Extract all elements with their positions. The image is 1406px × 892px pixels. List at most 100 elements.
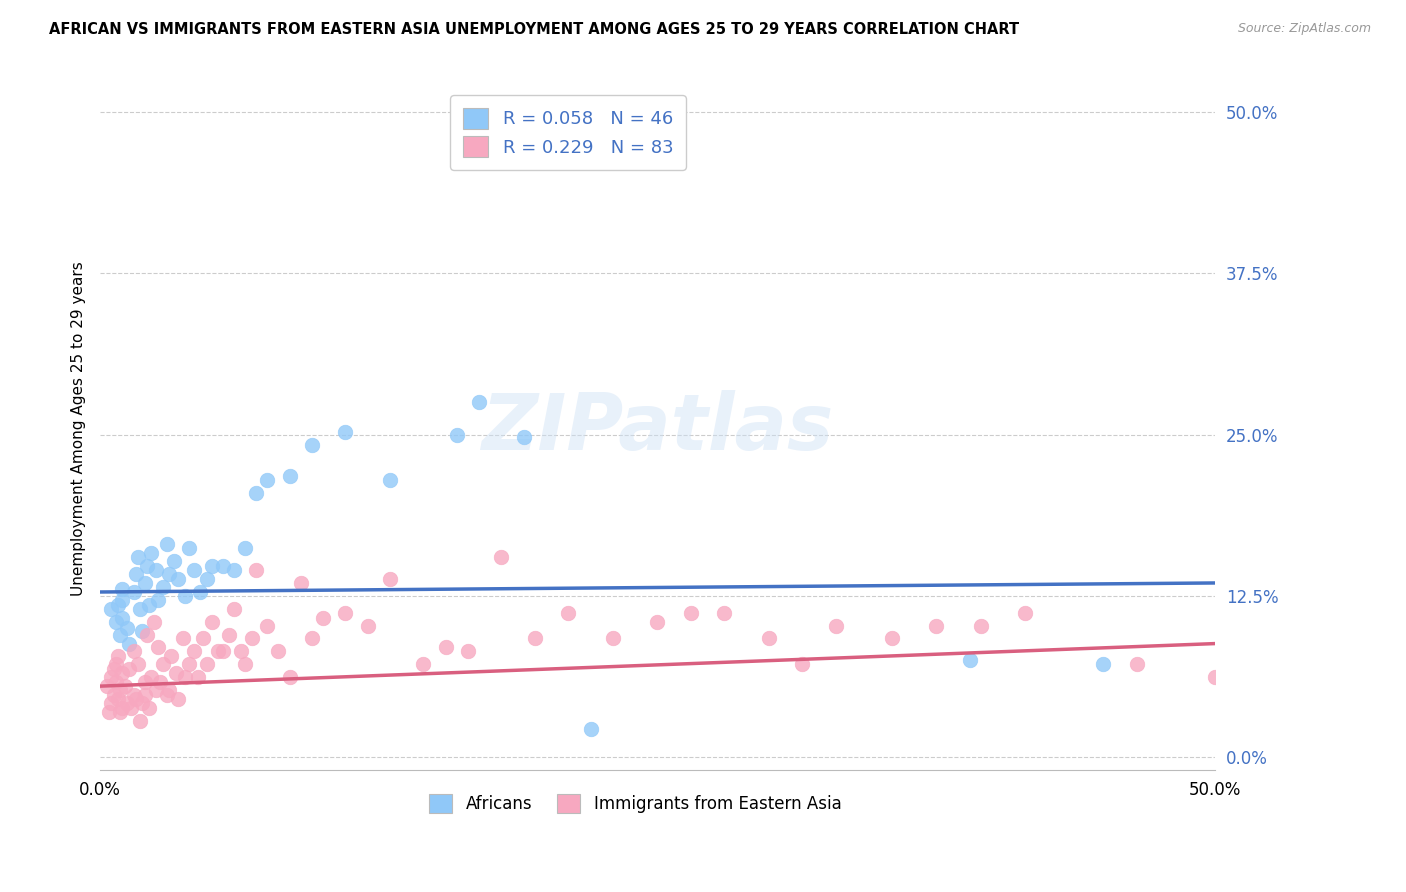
Point <box>160 649 183 664</box>
Point <box>190 585 212 599</box>
Point <box>100 670 122 684</box>
Point <box>100 601 122 615</box>
Point <box>134 675 156 690</box>
Point <box>108 683 131 698</box>
Point <box>245 563 267 577</box>
Point <box>131 624 153 638</box>
Point <box>647 615 669 629</box>
Point <box>152 580 174 594</box>
Point <box>824 618 846 632</box>
Point <box>312 611 335 625</box>
Point <box>222 601 245 615</box>
Point <box>356 618 378 632</box>
Point <box>96 679 118 693</box>
Point <box>602 632 624 646</box>
Point <box>100 696 122 710</box>
Point <box>245 485 267 500</box>
Y-axis label: Unemployment Among Ages 25 to 29 years: Unemployment Among Ages 25 to 29 years <box>72 260 86 596</box>
Point <box>156 688 179 702</box>
Point <box>103 688 125 702</box>
Point <box>183 644 205 658</box>
Point <box>412 657 434 672</box>
Point <box>557 606 579 620</box>
Point <box>378 473 401 487</box>
Point <box>118 662 141 676</box>
Point <box>156 537 179 551</box>
Point <box>129 601 152 615</box>
Point <box>115 621 138 635</box>
Point <box>179 541 201 556</box>
Point <box>218 627 240 641</box>
Point <box>179 657 201 672</box>
Point <box>111 592 134 607</box>
Point <box>157 683 180 698</box>
Point <box>163 554 186 568</box>
Point <box>301 632 323 646</box>
Point <box>233 657 256 672</box>
Point <box>167 692 190 706</box>
Text: AFRICAN VS IMMIGRANTS FROM EASTERN ASIA UNEMPLOYMENT AMONG AGES 25 TO 29 YEARS C: AFRICAN VS IMMIGRANTS FROM EASTERN ASIA … <box>49 22 1019 37</box>
Point <box>134 576 156 591</box>
Point <box>1092 657 1115 672</box>
Point <box>256 618 278 632</box>
Point <box>713 606 735 620</box>
Text: Source: ZipAtlas.com: Source: ZipAtlas.com <box>1237 22 1371 36</box>
Point <box>959 653 981 667</box>
Point <box>679 606 702 620</box>
Legend: Africans, Immigrants from Eastern Asia: Africans, Immigrants from Eastern Asia <box>419 784 852 823</box>
Point <box>378 572 401 586</box>
Point <box>145 683 167 698</box>
Point <box>267 644 290 658</box>
Point <box>222 563 245 577</box>
Point <box>120 701 142 715</box>
Point <box>200 559 222 574</box>
Point <box>290 576 312 591</box>
Point <box>114 679 136 693</box>
Point <box>925 618 948 632</box>
Point <box>758 632 780 646</box>
Point <box>111 701 134 715</box>
Point <box>207 644 229 658</box>
Point <box>149 675 172 690</box>
Point <box>970 618 993 632</box>
Point <box>172 632 194 646</box>
Point <box>122 688 145 702</box>
Point <box>111 666 134 681</box>
Point <box>457 644 479 658</box>
Point <box>173 589 195 603</box>
Point <box>146 640 169 655</box>
Point <box>173 670 195 684</box>
Point <box>183 563 205 577</box>
Point <box>1126 657 1149 672</box>
Point <box>211 644 233 658</box>
Point <box>446 427 468 442</box>
Point <box>165 666 187 681</box>
Point <box>125 566 148 581</box>
Point <box>491 550 513 565</box>
Point <box>792 657 814 672</box>
Point <box>157 566 180 581</box>
Point <box>107 649 129 664</box>
Point <box>134 688 156 702</box>
Point <box>104 615 127 629</box>
Point <box>108 705 131 719</box>
Point <box>107 598 129 612</box>
Point <box>127 550 149 565</box>
Point <box>278 670 301 684</box>
Point <box>1204 670 1226 684</box>
Point <box>122 644 145 658</box>
Point <box>138 701 160 715</box>
Point <box>141 546 163 560</box>
Point <box>98 705 121 719</box>
Point <box>138 598 160 612</box>
Point <box>233 541 256 556</box>
Point <box>301 438 323 452</box>
Point <box>145 563 167 577</box>
Point <box>111 611 134 625</box>
Point <box>152 657 174 672</box>
Point <box>104 657 127 672</box>
Point <box>107 692 129 706</box>
Point <box>122 585 145 599</box>
Point <box>523 632 546 646</box>
Point <box>127 657 149 672</box>
